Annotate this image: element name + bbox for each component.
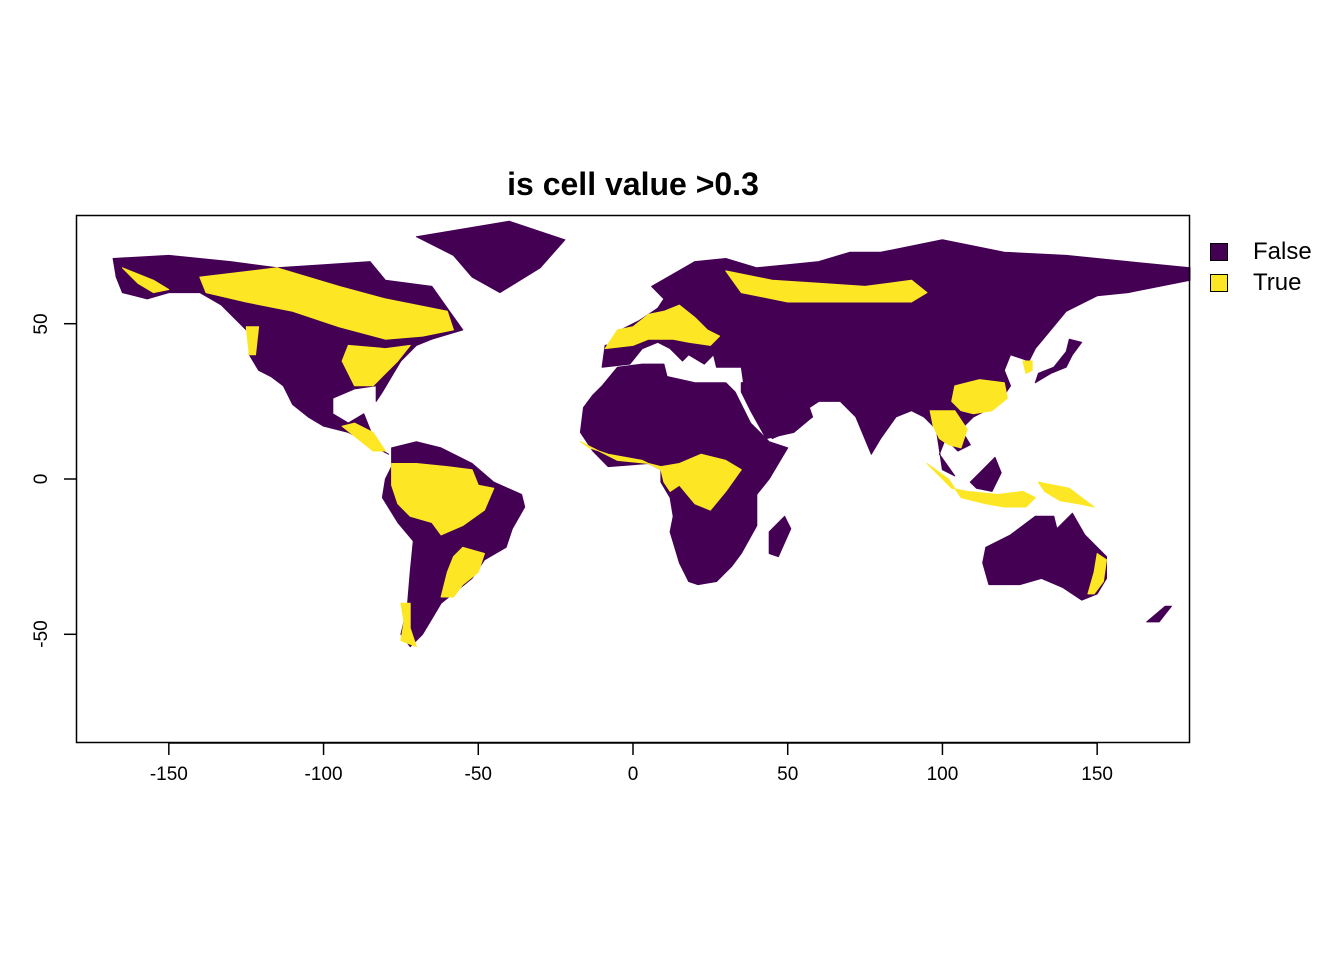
x-tick-label: 100	[926, 764, 959, 785]
x-tick-label: 150	[1081, 764, 1113, 785]
x-tick-label: -50	[464, 764, 492, 785]
region-true-korea-and-japan	[1022, 360, 1033, 374]
region-false-arabia	[740, 379, 813, 440]
region-true-siberian-taiga	[725, 270, 928, 303]
legend-item-true: True	[1210, 267, 1312, 298]
region-true-eastern-australia	[1087, 553, 1107, 595]
region-true-new-guinea	[1037, 481, 1095, 508]
region-true-eastern-us	[341, 344, 411, 387]
region-false-japan	[1034, 338, 1083, 384]
y-tick-label: -50	[31, 620, 52, 649]
legend-item-false: False	[1210, 236, 1312, 267]
region-false-borneo	[969, 456, 1002, 492]
region-true-indonesia	[926, 463, 1036, 508]
region-true-southern-brazil	[440, 546, 485, 598]
region-false-greenland	[415, 220, 566, 294]
region-false-australia	[982, 512, 1107, 601]
chart-title: is cell value >0.3	[507, 166, 759, 202]
region-true-amazon	[391, 463, 495, 536]
x-tick-label: 0	[627, 764, 639, 785]
x-tick-label: -100	[304, 764, 343, 785]
axes	[64, 322, 1098, 755]
x-tick-label: 50	[777, 764, 799, 785]
legend-label-true: True	[1253, 268, 1302, 296]
region-true-boreal-north-america	[199, 267, 454, 340]
region-true-pacific-northwest	[245, 326, 260, 356]
legend-swatch-true	[1210, 273, 1228, 292]
legend: False True	[1210, 236, 1312, 298]
region-true-southeast-asia	[929, 410, 968, 449]
x-tick-label: -150	[149, 764, 188, 785]
map-regions	[112, 220, 1191, 648]
legend-label-false: False	[1253, 237, 1312, 265]
region-true-europe	[604, 304, 721, 350]
region-true-southern-chile	[400, 602, 417, 648]
y-tick-label: 50	[31, 313, 52, 335]
region-true-southeast-china	[951, 379, 1008, 415]
region-true-central-america	[341, 422, 386, 452]
region-false-madagascar	[768, 515, 792, 558]
region-true-alaska-coast	[121, 267, 170, 294]
legend-swatch-false	[1210, 242, 1228, 261]
region-false-new-zealand	[1146, 605, 1172, 623]
y-tick-label: 0	[31, 473, 52, 485]
region-true-central-africa	[579, 441, 742, 511]
